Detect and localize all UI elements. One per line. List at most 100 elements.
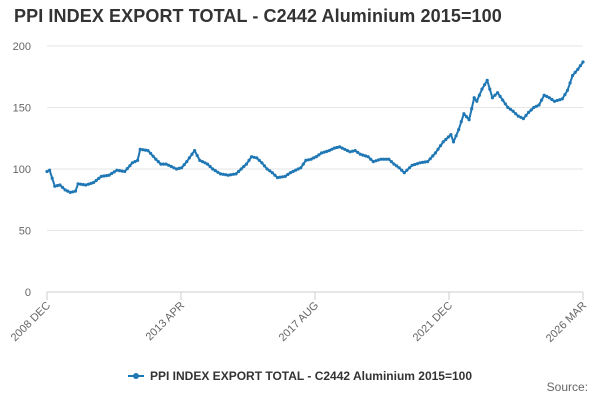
data-point[interactable] bbox=[449, 133, 453, 137]
data-point[interactable] bbox=[550, 97, 554, 102]
data-point[interactable] bbox=[350, 149, 355, 153]
data-point[interactable] bbox=[379, 157, 383, 161]
data-point[interactable] bbox=[457, 128, 461, 132]
data-point[interactable] bbox=[255, 156, 259, 160]
data-point[interactable] bbox=[480, 87, 484, 91]
data-point[interactable] bbox=[555, 98, 559, 103]
data-point[interactable] bbox=[511, 109, 515, 113]
data-point[interactable] bbox=[441, 140, 445, 144]
data-point[interactable] bbox=[317, 153, 321, 157]
data-point[interactable] bbox=[48, 168, 52, 172]
data-point[interactable] bbox=[237, 169, 241, 174]
data-point[interactable] bbox=[120, 169, 124, 173]
data-point[interactable] bbox=[291, 169, 295, 174]
data-point[interactable] bbox=[413, 162, 417, 167]
data-point[interactable] bbox=[415, 162, 419, 166]
data-point[interactable] bbox=[524, 113, 528, 118]
data-point[interactable] bbox=[231, 172, 235, 176]
data-point[interactable] bbox=[358, 152, 362, 156]
data-point[interactable] bbox=[286, 172, 290, 177]
data-point[interactable] bbox=[348, 150, 352, 154]
data-point[interactable] bbox=[529, 108, 533, 112]
data-point[interactable] bbox=[410, 163, 414, 167]
data-point[interactable] bbox=[436, 147, 440, 151]
data-point[interactable] bbox=[472, 96, 476, 100]
data-point[interactable] bbox=[58, 183, 62, 187]
data-point[interactable] bbox=[224, 173, 228, 177]
data-point[interactable] bbox=[63, 188, 67, 192]
data-point[interactable] bbox=[446, 135, 450, 139]
data-point[interactable] bbox=[490, 96, 494, 100]
data-point[interactable] bbox=[244, 162, 248, 166]
data-point[interactable] bbox=[400, 168, 404, 172]
data-point[interactable] bbox=[260, 161, 264, 165]
data-point[interactable] bbox=[143, 148, 147, 152]
data-point[interactable] bbox=[268, 169, 272, 173]
data-point[interactable] bbox=[71, 190, 75, 194]
data-point[interactable] bbox=[216, 170, 220, 174]
data-point[interactable] bbox=[462, 112, 466, 116]
data-point[interactable] bbox=[193, 149, 197, 153]
data-point[interactable] bbox=[112, 170, 116, 174]
data-point[interactable] bbox=[97, 176, 101, 180]
data-point[interactable] bbox=[433, 151, 437, 155]
data-point[interactable] bbox=[110, 171, 114, 176]
data-point[interactable] bbox=[301, 162, 305, 166]
data-point[interactable] bbox=[369, 157, 373, 161]
data-point[interactable] bbox=[76, 182, 80, 186]
data-point[interactable] bbox=[571, 73, 575, 78]
data-point[interactable] bbox=[560, 97, 564, 101]
data-point[interactable] bbox=[332, 146, 336, 150]
data-point[interactable] bbox=[53, 184, 57, 188]
data-point[interactable] bbox=[117, 169, 122, 173]
data-point[interactable] bbox=[198, 158, 202, 162]
data-point[interactable] bbox=[167, 163, 171, 167]
data-point[interactable] bbox=[239, 167, 243, 171]
data-point[interactable] bbox=[81, 183, 85, 187]
data-point[interactable] bbox=[467, 118, 471, 122]
data-point[interactable] bbox=[288, 171, 292, 175]
data-point[interactable] bbox=[247, 158, 251, 162]
data-point[interactable] bbox=[182, 163, 186, 167]
data-point[interactable] bbox=[568, 81, 572, 85]
data-point[interactable] bbox=[149, 151, 153, 155]
data-point[interactable] bbox=[319, 151, 324, 155]
data-point[interactable] bbox=[185, 160, 189, 164]
data-point[interactable] bbox=[312, 156, 316, 160]
data-point[interactable] bbox=[558, 98, 562, 102]
data-point[interactable] bbox=[537, 103, 541, 107]
data-point[interactable] bbox=[130, 161, 134, 165]
data-point[interactable] bbox=[66, 189, 70, 193]
data-point[interactable] bbox=[366, 155, 370, 159]
data-point[interactable] bbox=[581, 60, 585, 64]
data-point[interactable] bbox=[229, 173, 233, 177]
data-point[interactable] bbox=[180, 166, 184, 170]
data-point[interactable] bbox=[151, 154, 155, 158]
data-point[interactable] bbox=[200, 160, 204, 164]
data-point[interactable] bbox=[363, 154, 368, 158]
data-point[interactable] bbox=[273, 173, 277, 177]
data-point[interactable] bbox=[503, 102, 507, 106]
data-point[interactable] bbox=[451, 140, 456, 144]
data-point[interactable] bbox=[477, 93, 481, 97]
data-point[interactable] bbox=[431, 154, 435, 158]
data-point[interactable] bbox=[493, 93, 497, 97]
data-point[interactable] bbox=[92, 180, 96, 185]
data-point[interactable] bbox=[299, 166, 303, 170]
data-point[interactable] bbox=[68, 190, 72, 194]
data-point[interactable] bbox=[565, 88, 570, 92]
data-point[interactable] bbox=[374, 159, 378, 163]
data-point[interactable] bbox=[578, 64, 583, 68]
data-point[interactable] bbox=[125, 167, 129, 171]
data-point[interactable] bbox=[218, 172, 223, 176]
data-point[interactable] bbox=[576, 67, 580, 71]
data-point[interactable] bbox=[86, 182, 90, 186]
data-point[interactable] bbox=[154, 157, 158, 161]
data-point[interactable] bbox=[470, 107, 474, 111]
data-point[interactable] bbox=[501, 98, 505, 102]
data-point[interactable] bbox=[423, 160, 427, 164]
data-point[interactable] bbox=[304, 158, 308, 162]
data-point[interactable] bbox=[464, 115, 469, 119]
data-point[interactable] bbox=[527, 110, 531, 114]
data-point[interactable] bbox=[521, 117, 526, 121]
